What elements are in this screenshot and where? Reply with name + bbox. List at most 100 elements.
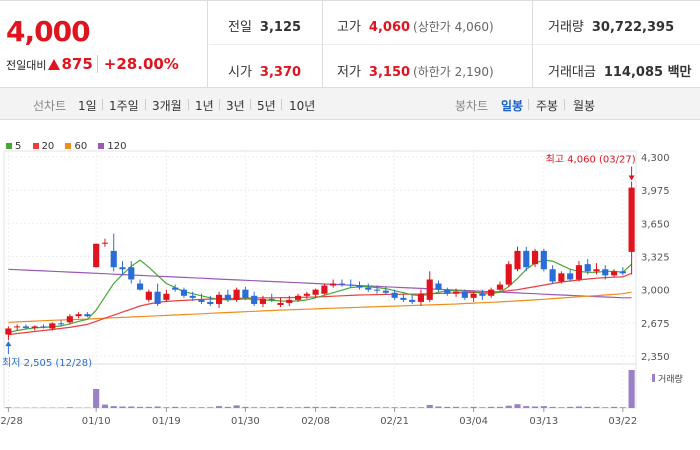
candle-chart-label: 봉차트	[455, 99, 489, 113]
volume-bar	[321, 407, 328, 408]
candle-body	[593, 269, 600, 272]
candle-body	[356, 285, 363, 288]
volume-bar	[593, 406, 600, 408]
candle-body	[567, 273, 574, 280]
candle-body	[66, 316, 73, 323]
high-price: 고가 4,060 (상한가 4,060)	[337, 20, 494, 35]
tab-daily[interactable]: 일봉	[501, 99, 524, 113]
candle-body	[619, 271, 626, 274]
y-tick-label: 2,675	[641, 319, 670, 330]
candle-body	[628, 187, 635, 252]
tab-3y[interactable]: 3년	[226, 99, 245, 113]
volume-bar	[461, 407, 468, 408]
volume: 거래량 30,722,395	[548, 20, 675, 35]
x-tick-label: 03/22	[608, 416, 637, 427]
ma60-line	[8, 291, 632, 323]
x-tick-label: 01/19	[152, 416, 181, 427]
chart-tabs: 선차트 1일 1주일 3개월 1년 3년 5년 10년 봉차트 일봉 주봉 월봉	[0, 88, 700, 120]
volume-bar	[628, 370, 635, 408]
volume-bar	[119, 406, 126, 408]
candle-body	[558, 273, 565, 282]
ma120-line	[8, 268, 632, 299]
candle-body	[426, 279, 433, 300]
change-label: 전일대비	[6, 59, 47, 72]
volume-bar	[567, 406, 574, 408]
row-divider	[209, 44, 700, 45]
volume-legend-label: 거래량	[658, 373, 683, 385]
candle-body	[119, 267, 126, 270]
volume-bar	[409, 407, 416, 408]
tab-5y[interactable]: 5년	[257, 99, 276, 113]
legend-item-ma60: 60	[65, 141, 87, 152]
volume-bar	[488, 406, 495, 408]
volume-bar	[189, 407, 196, 408]
volume-bar	[286, 407, 293, 408]
ma5-line	[8, 259, 633, 334]
candle-body	[549, 269, 556, 282]
volume-bar	[154, 406, 161, 408]
candle-body	[294, 295, 302, 300]
candle-body	[479, 293, 486, 296]
tab-3m[interactable]: 3개월	[152, 99, 182, 113]
candle-body	[286, 299, 293, 303]
tab-monthly[interactable]: 월봉	[573, 99, 596, 113]
volume-bar	[215, 406, 223, 408]
volume-bar	[224, 406, 231, 408]
volume-bar	[602, 407, 609, 408]
volume-bar	[444, 406, 451, 408]
volume-bar	[180, 407, 188, 408]
candle-body	[470, 293, 477, 298]
volume-bar	[198, 407, 205, 408]
candle-body	[435, 283, 442, 290]
candle-body	[49, 323, 56, 329]
volume-bar	[531, 406, 539, 408]
volume-bar	[110, 406, 117, 408]
x-tick-label: 01/30	[231, 416, 260, 427]
low-arrow-icon	[5, 341, 12, 347]
x-tick-label: 03/13	[529, 416, 558, 427]
candle-body	[496, 284, 504, 290]
candle-body	[382, 290, 389, 293]
volume-bar	[356, 407, 363, 408]
volume-bar	[251, 407, 258, 408]
volume-bar	[382, 407, 389, 408]
candle-body	[531, 250, 539, 265]
volume-bar	[479, 407, 486, 408]
y-tick-label: 3,000	[641, 286, 670, 297]
volume-bar	[145, 406, 152, 408]
volume-bar	[575, 406, 583, 408]
tab-1y[interactable]: 1년	[195, 99, 214, 113]
candle-body	[373, 289, 381, 291]
legend-item-ma120: 120	[98, 141, 127, 152]
tab-weekly[interactable]: 주봉	[536, 99, 559, 113]
volume-bar	[242, 406, 249, 408]
volume-bar	[347, 407, 354, 408]
candle-body	[128, 267, 135, 280]
candle-body	[145, 291, 152, 300]
candle-body	[224, 294, 231, 300]
ma-legend: 5 20 60 120	[6, 141, 135, 152]
candle-body	[163, 293, 170, 300]
candle-body	[417, 293, 425, 302]
tab-1w[interactable]: 1주일	[109, 99, 139, 113]
tab-1d[interactable]: 1일	[78, 99, 97, 113]
candle-body	[400, 297, 407, 300]
volume-bar	[523, 406, 530, 408]
candle-body	[5, 328, 12, 335]
quote-header: 4,000 전일대비 875 +28.00% 전일 3,125 시가 3,370 고가 4…	[0, 0, 700, 88]
line-chart-label: 선차트	[33, 99, 67, 113]
volume-bar	[514, 404, 521, 408]
candle-body	[84, 314, 91, 317]
ma20-line	[8, 272, 632, 336]
volume-bar	[294, 407, 302, 408]
volume-bar	[558, 407, 565, 408]
open-price: 시가 3,370	[228, 65, 302, 80]
low-annotation: 최저 2,505 (12/28)	[2, 357, 92, 369]
candle-body	[602, 269, 609, 276]
tab-10y[interactable]: 10년	[289, 99, 316, 113]
candle-body	[347, 284, 354, 286]
y-tick-label: 3,650	[641, 219, 670, 230]
volume-bar	[330, 406, 337, 408]
volume-legend-swatch	[652, 374, 655, 382]
volume-bar	[619, 407, 626, 408]
